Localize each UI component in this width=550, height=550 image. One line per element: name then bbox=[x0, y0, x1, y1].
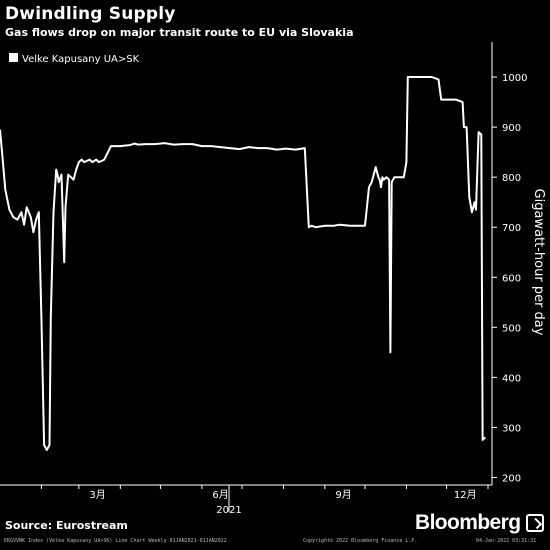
legend-label: Velke Kapusany UA>SK bbox=[22, 54, 140, 65]
y-axis-label: Gigawatt-hour per day bbox=[531, 189, 546, 336]
x-tick-label: 12月 bbox=[454, 489, 477, 501]
checkmark-icon bbox=[526, 514, 544, 532]
series-points bbox=[0, 76, 486, 451]
y-tick-label: 600 bbox=[502, 273, 521, 284]
x-tick-label: 3月 bbox=[89, 489, 105, 501]
y-tick-label: 400 bbox=[502, 373, 521, 384]
legend-swatch bbox=[9, 53, 18, 62]
x-axis: 2021 bbox=[0, 484, 492, 516]
chart-title: Dwindling Supply bbox=[5, 4, 176, 24]
x-tick-label: 6月 bbox=[212, 489, 228, 501]
y-ticks: 200 300 400 500 600 700 800 900 1000 bbox=[492, 73, 527, 484]
footer-fineprint-left: EKGVVNK Index (Velke Kapusany UA>SK) Lin… bbox=[4, 538, 227, 544]
y-axis: Gigawatt-hour per day bbox=[491, 42, 546, 485]
legend: Velke Kapusany UA>SK bbox=[9, 53, 140, 65]
y-tick-label: 1000 bbox=[502, 73, 527, 84]
y-tick-label: 800 bbox=[502, 173, 521, 184]
y-tick-label: 900 bbox=[502, 123, 521, 134]
footer-fineprint-right: 04-Jan-2022 03:31:31 bbox=[476, 538, 537, 544]
chart-subtitle: Gas flows drop on major transit route to… bbox=[5, 26, 354, 39]
series-line-velke-kapusany bbox=[0, 76, 486, 451]
y-tick-label: 200 bbox=[502, 473, 521, 484]
year-label: 2021 bbox=[216, 505, 241, 516]
y-tick-label: 500 bbox=[502, 323, 521, 334]
footer-fineprint-mid: Copyright© 2022 Bloomberg Finance L.P. bbox=[303, 538, 418, 544]
bloomberg-logo: Bloomberg bbox=[415, 511, 521, 534]
y-tick-label: 300 bbox=[502, 423, 521, 434]
x-ticks: 3月 6月 9月 12月 bbox=[40, 485, 489, 501]
source-note: Source: Eurostream bbox=[5, 519, 128, 532]
y-tick-label: 700 bbox=[502, 223, 521, 234]
x-tick-label: 9月 bbox=[335, 489, 351, 501]
